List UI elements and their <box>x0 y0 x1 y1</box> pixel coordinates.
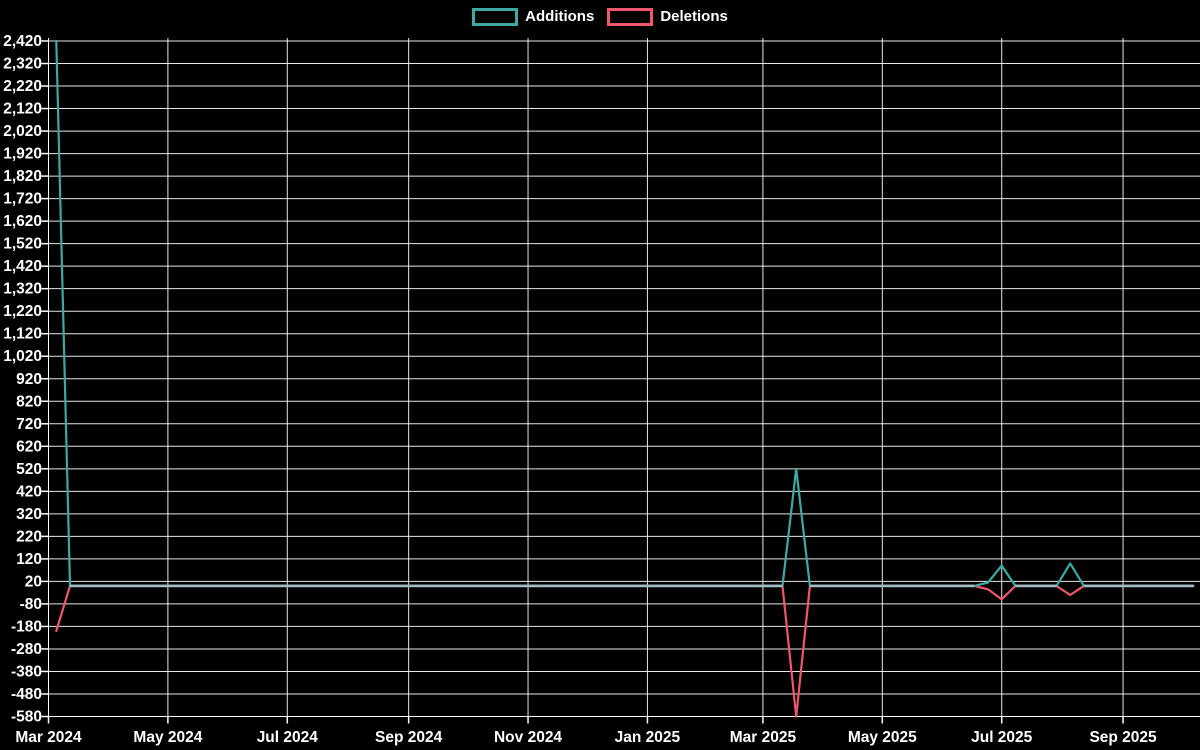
y-tick-label: 1,720 <box>3 191 42 208</box>
y-tick-label: 2,320 <box>3 56 42 73</box>
y-tick-label: 2,220 <box>3 78 42 95</box>
x-tick-label: Nov 2024 <box>494 729 562 746</box>
y-tick-label: 1,920 <box>3 146 42 163</box>
y-tick-label: 620 <box>16 438 42 455</box>
y-tick-label: 1,620 <box>3 213 42 230</box>
y-tick-label: 1,020 <box>3 348 42 365</box>
y-tick-label: -280 <box>11 641 42 658</box>
x-tick-label: Mar 2024 <box>15 729 82 746</box>
x-tick-label: Sep 2024 <box>375 729 443 746</box>
y-tick-label: 820 <box>16 393 42 410</box>
y-tick-label: 1,120 <box>3 326 42 343</box>
chart-legend: Additions Deletions <box>0 8 1200 26</box>
y-tick-label: 1,320 <box>3 281 42 298</box>
y-tick-label: 920 <box>16 371 42 388</box>
y-tick-label: -80 <box>20 596 42 613</box>
y-tick-label: 1,420 <box>3 258 42 275</box>
y-tick-label: -580 <box>11 709 42 726</box>
y-tick-label: 1,220 <box>3 303 42 320</box>
y-tick-label: 720 <box>16 416 42 433</box>
x-tick-label: Sep 2025 <box>1089 729 1157 746</box>
y-tick-label: -180 <box>11 618 42 635</box>
y-tick-label: -480 <box>11 686 42 703</box>
x-tick-label: Jul 2024 <box>257 729 319 746</box>
x-tick-label: Jul 2025 <box>971 729 1033 746</box>
deletions-line <box>55 584 1195 718</box>
y-tick-label: 320 <box>16 506 42 523</box>
y-tick-label: 520 <box>16 461 42 478</box>
legend-item-deletions[interactable]: Deletions <box>607 8 728 26</box>
y-tick-label: 2,120 <box>3 101 42 118</box>
y-tick-label: 220 <box>16 528 42 545</box>
y-tick-label: 1,820 <box>3 168 42 185</box>
x-tick-label: May 2025 <box>848 729 917 746</box>
y-tick-label: 20 <box>25 573 42 590</box>
y-tick-label: 120 <box>16 551 42 568</box>
additions-legend-label: Additions <box>525 8 595 25</box>
deletions-legend-label: Deletions <box>660 8 728 25</box>
deletions-swatch-icon <box>607 8 654 26</box>
additions-line <box>55 39 1195 588</box>
legend-item-additions[interactable]: Additions <box>472 8 594 26</box>
x-tick-label: Jan 2025 <box>615 729 681 746</box>
x-tick-label: May 2024 <box>133 729 202 746</box>
x-tick-label: Mar 2025 <box>730 729 797 746</box>
y-tick-label: 2,420 <box>3 33 42 50</box>
y-tick-label: 1,520 <box>3 236 42 253</box>
y-tick-label: 2,020 <box>3 123 42 140</box>
y-tick-label: 420 <box>16 483 42 500</box>
y-tick-label: -380 <box>11 663 42 680</box>
additions-swatch-icon <box>472 8 519 26</box>
